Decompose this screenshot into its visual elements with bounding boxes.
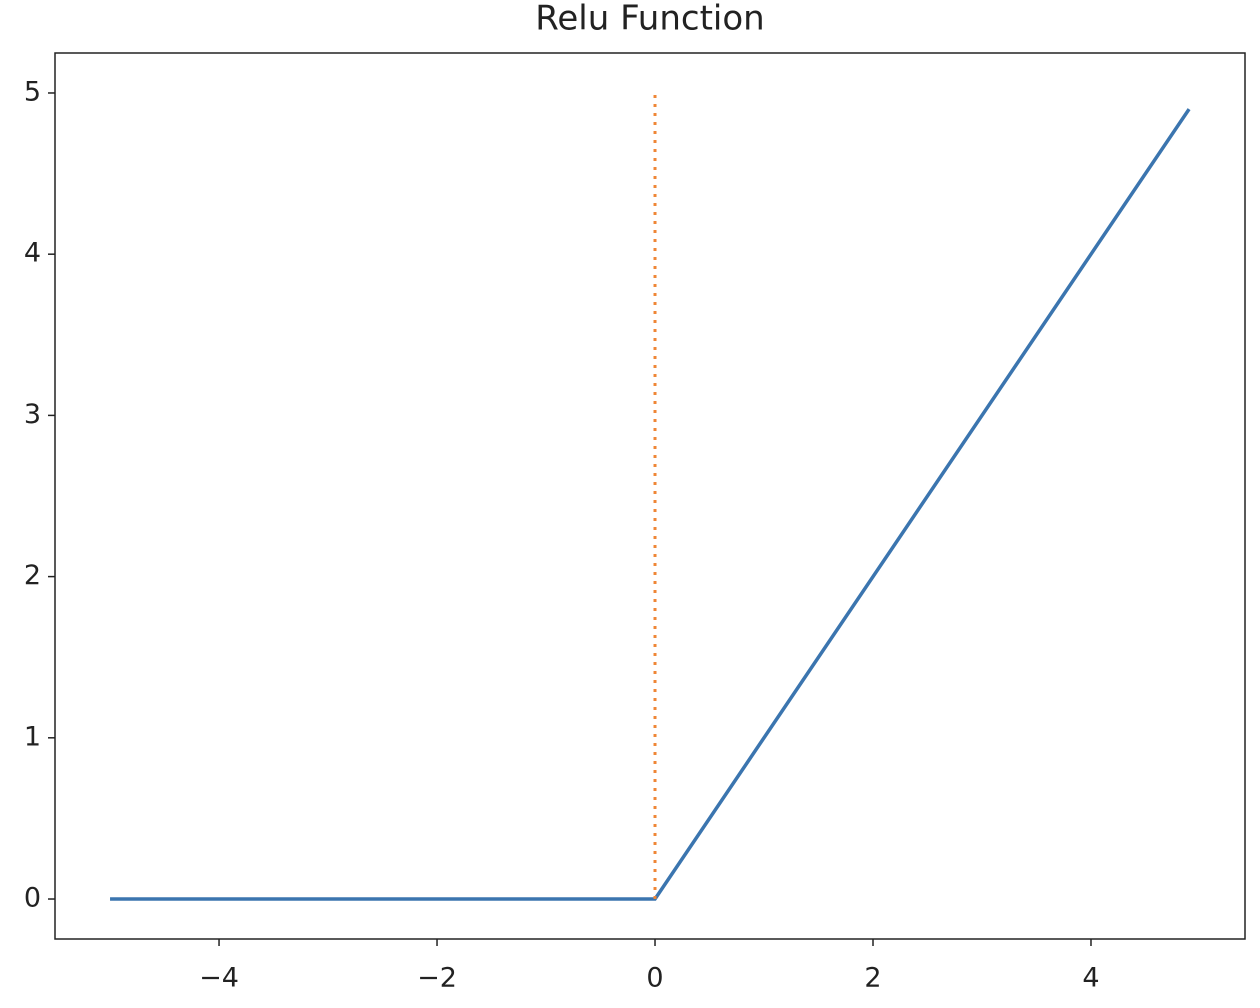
y-tick-label: 1: [24, 721, 41, 752]
x-tick-label: 0: [646, 963, 663, 994]
x-tick-label: −2: [417, 963, 457, 994]
plot-frame: [54, 52, 1246, 940]
x-tick-label: 4: [1082, 963, 1099, 994]
y-tick-label: 0: [24, 883, 41, 914]
y-tick-label: 5: [24, 76, 41, 107]
x-tick-label: −4: [199, 963, 239, 994]
y-tick-label: 2: [24, 560, 41, 591]
y-tick-label: 4: [24, 238, 41, 269]
chart-title: Relu Function: [535, 0, 764, 39]
y-tick-label: 3: [24, 399, 41, 430]
x-tick-label: 2: [864, 963, 881, 994]
